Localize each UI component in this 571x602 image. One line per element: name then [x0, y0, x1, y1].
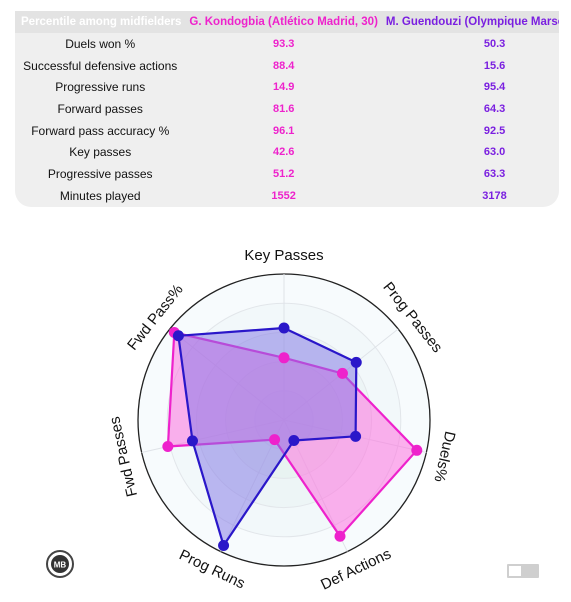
- axis-label: Key Passes: [244, 247, 323, 264]
- table-header-row: Percentile among midfielders G. Kondogbi…: [15, 11, 559, 33]
- axis-label: Fwd Passes: [106, 415, 141, 498]
- row-metric: Key passes: [69, 145, 132, 160]
- row-value-b: 63.3: [483, 167, 506, 180]
- table-row: Forward passes 81.6 64.3: [15, 98, 559, 120]
- row-value-b: 63.0: [483, 146, 506, 159]
- row-value-b: 15.6: [483, 59, 506, 72]
- row-value-a: 88.4: [272, 59, 295, 72]
- row-metric: Successful defensive actions: [23, 58, 178, 73]
- theme-toggle[interactable]: [507, 564, 539, 578]
- row-value-b: 3178: [482, 189, 507, 202]
- radar-point: [186, 435, 198, 447]
- radar-point: [162, 441, 174, 453]
- row-value-a: 93.3: [272, 37, 295, 50]
- table-row: Minutes played 1552 3178: [15, 185, 559, 207]
- table-row: Successful defensive actions 88.4 15.6: [15, 55, 559, 77]
- axis-label: Duels%: [430, 430, 458, 484]
- row-metric: Duels won %: [65, 36, 136, 51]
- row-metric: Progressive passes: [47, 166, 153, 181]
- row-value-b: 95.4: [483, 81, 506, 94]
- table-row: Progressive runs 14.9 95.4: [15, 76, 559, 98]
- row-metric: Forward pass accuracy %: [31, 123, 170, 138]
- radar-point: [350, 430, 362, 442]
- row-value-b: 50.3: [483, 37, 506, 50]
- row-metric: Minutes played: [59, 188, 141, 203]
- row-metric: Progressive runs: [55, 80, 146, 95]
- row-value-b: 92.5: [483, 124, 506, 137]
- radar-point: [411, 444, 423, 456]
- header-metric: Percentile among midfielders: [21, 16, 182, 28]
- row-metric: Forward passes: [57, 101, 143, 116]
- table-row: Duels won % 93.3 50.3: [15, 33, 559, 55]
- row-value-b: 64.3: [483, 102, 506, 115]
- radar-point: [278, 352, 290, 364]
- radar-point: [269, 434, 281, 446]
- row-value-a: 42.6: [272, 146, 295, 159]
- row-value-a: 96.1: [272, 124, 295, 137]
- table-row: Progressive passes 51.2 63.3: [15, 163, 559, 185]
- radar-point: [218, 539, 230, 551]
- logo-badge: [51, 555, 69, 573]
- table-row: Key passes 42.6 63.0: [15, 141, 559, 163]
- radar-series-2-area: [177, 326, 358, 547]
- row-value-a: 51.2: [272, 167, 295, 180]
- radar-point: [336, 367, 348, 379]
- radar-point: [350, 356, 362, 368]
- radar-point: [278, 322, 290, 334]
- table-row: Forward pass accuracy % 96.1 92.5: [15, 120, 559, 142]
- header-player-a: G. Kondogbia (Atlético Madrid, 30): [189, 16, 378, 28]
- row-value-a: 1552: [271, 189, 296, 202]
- radar-point: [334, 530, 346, 542]
- comparison-table: Percentile among midfielders G. Kondogbi…: [15, 11, 559, 207]
- row-value-a: 81.6: [272, 102, 295, 115]
- row-value-a: 14.9: [272, 81, 295, 94]
- mb-logo: MB: [46, 550, 74, 578]
- header-player-b: M. Guendouzi (Olympique Marseille, 24): [385, 16, 559, 28]
- logo-text: MB: [54, 561, 67, 570]
- comparison-table-card: Percentile among midfielders G. Kondogbi…: [15, 11, 559, 207]
- toggle-knob[interactable]: [509, 566, 521, 576]
- radar-point: [172, 330, 184, 342]
- radar-point: [288, 435, 300, 447]
